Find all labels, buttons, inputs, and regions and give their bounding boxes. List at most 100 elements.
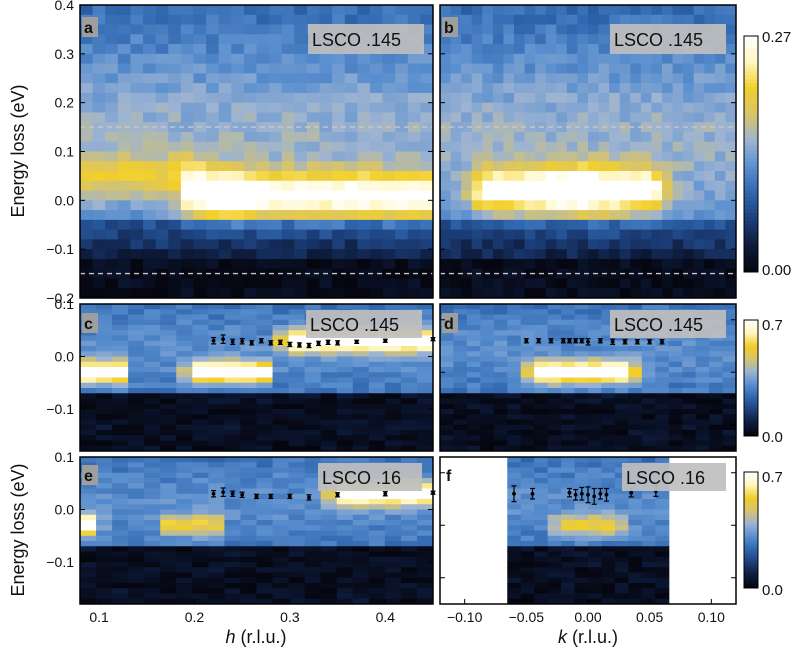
heatmap-cell — [368, 562, 386, 568]
colorbar-cell — [744, 98, 758, 104]
heatmap-cell — [357, 102, 371, 114]
heatmap-cell — [193, 44, 207, 55]
heatmap-cell — [547, 398, 562, 405]
heatmap-cell — [306, 102, 321, 114]
heatmap-cell — [117, 34, 132, 45]
heatmap-cell — [272, 430, 290, 436]
heatmap-cell — [112, 367, 129, 373]
heatmap-cell — [357, 200, 371, 211]
y-tick-label: −0.2 — [46, 290, 74, 306]
heatmap-cell — [256, 583, 274, 589]
heatmap-cell — [256, 483, 274, 490]
heatmap-cell — [614, 361, 629, 368]
data-point — [268, 494, 273, 499]
heatmap-cell — [128, 593, 145, 600]
heatmap-cell — [493, 382, 508, 389]
heatmap-cell — [143, 239, 157, 250]
y-tick-label: 0.2 — [55, 95, 75, 111]
heatmap-cell — [193, 63, 207, 74]
heatmap-cell — [503, 258, 515, 270]
heatmap-cell — [545, 200, 557, 211]
heatmap-cell — [243, 249, 258, 260]
heatmap-cell — [545, 210, 557, 221]
heatmap-cell — [369, 278, 384, 289]
heatmap-cell — [520, 546, 535, 553]
heatmap-cell — [416, 530, 433, 537]
heatmap-cell — [128, 462, 145, 469]
heatmap-cell — [722, 414, 736, 421]
colorbar-cell — [744, 420, 758, 423]
heatmap-cell — [160, 562, 177, 568]
heatmap-cell — [574, 388, 589, 394]
panel-b: b LSCO .145 — [439, 4, 737, 299]
heatmap-cell — [450, 92, 462, 104]
heatmap-cell — [269, 141, 283, 153]
heatmap-cell — [450, 83, 462, 94]
heatmap-cell — [416, 445, 433, 451]
heatmap-cell — [80, 239, 94, 250]
heatmap-cell — [641, 535, 656, 542]
heatmap-cell — [384, 556, 402, 563]
heatmap-cell — [256, 414, 274, 421]
heatmap-cell — [471, 200, 483, 211]
heatmap-cell — [80, 53, 94, 65]
heatmap-cell — [306, 258, 321, 270]
heatmap-cell — [319, 229, 333, 240]
heatmap-cell — [556, 141, 568, 153]
heatmap-cell — [144, 393, 161, 400]
heatmap-cell — [574, 556, 589, 563]
heatmap-cell — [368, 445, 386, 451]
heatmap-cell — [492, 53, 505, 65]
heatmap-cell — [668, 430, 683, 436]
heatmap-cell — [598, 278, 610, 289]
heatmap-cell — [105, 73, 119, 84]
heatmap-cell — [96, 457, 113, 463]
heatmap-cell — [206, 239, 220, 250]
heatmap-cell — [556, 180, 568, 192]
heatmap-cell — [155, 249, 169, 260]
heatmap-cell — [407, 200, 421, 211]
heatmap-cell — [304, 457, 322, 463]
heatmap-cell — [281, 288, 295, 298]
heatmap-cell — [80, 572, 97, 579]
heatmap-cell — [269, 249, 283, 260]
heatmap-cell — [725, 34, 736, 45]
heatmap-cell — [416, 304, 433, 310]
heatmap-cell — [471, 5, 483, 16]
heatmap-cell — [725, 112, 736, 123]
heatmap-cell — [514, 288, 526, 298]
colorbar-cell — [744, 333, 758, 336]
heatmap-cell — [336, 551, 354, 558]
heatmap-cell — [240, 588, 258, 595]
colorbar-cell — [744, 578, 758, 581]
heatmap-cell — [693, 268, 705, 280]
heatmap-cell — [304, 335, 322, 342]
heatmap-cell — [440, 249, 452, 260]
heatmap-cell — [96, 304, 113, 310]
heatmap-cell — [640, 239, 653, 250]
heatmap-cell — [336, 419, 354, 426]
y-tick-label: 0.1 — [55, 296, 75, 312]
heatmap-cell — [155, 200, 169, 211]
heatmap-cell — [117, 112, 132, 123]
heatmap-cell — [651, 131, 663, 143]
heatmap-cell — [482, 44, 494, 55]
heatmap-cell — [471, 219, 483, 231]
heatmap-cell — [272, 409, 290, 415]
heatmap-cell — [628, 430, 643, 436]
heatmap-cell — [683, 141, 695, 153]
colorbar-cell — [744, 185, 758, 190]
heatmap-cell — [641, 583, 656, 589]
heatmap-cell — [704, 122, 716, 133]
heatmap-cell — [695, 409, 710, 415]
heatmap-cell — [336, 351, 354, 358]
heatmap-cell — [683, 53, 695, 65]
heatmap-cell — [561, 367, 576, 373]
heatmap-cell — [561, 419, 576, 426]
colorbar-cell — [744, 39, 758, 45]
sample-label-d: LSCO .145 — [614, 315, 703, 335]
heatmap-cell — [344, 229, 358, 240]
heatmap-cell — [493, 367, 508, 373]
heatmap-cell — [304, 351, 322, 358]
heatmap-cell — [369, 131, 384, 143]
